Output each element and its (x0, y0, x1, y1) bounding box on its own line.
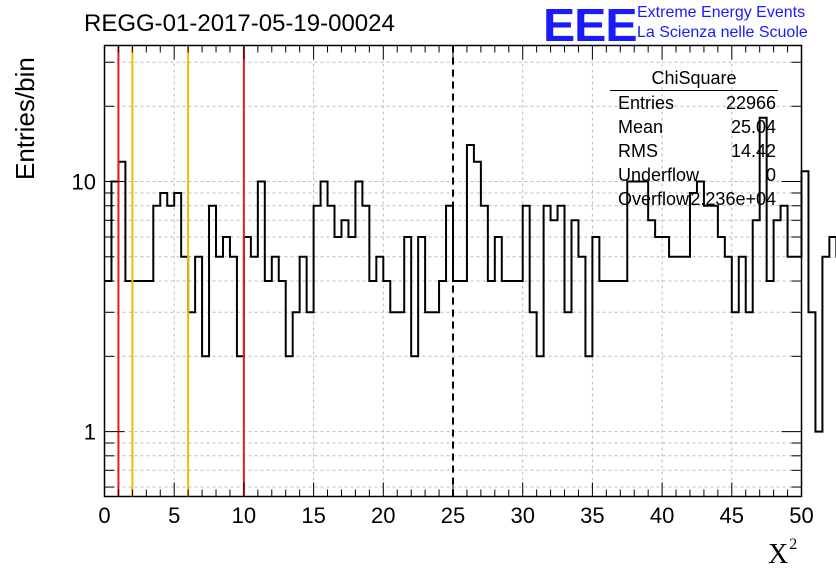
x-axis-label-superscript: 2 (789, 536, 798, 553)
stats-key: Underflow (618, 165, 700, 185)
stats-key: RMS (618, 141, 658, 161)
x-tick-label: 20 (371, 503, 395, 528)
y-tick-label: 1 (84, 420, 96, 445)
axis-ticks: 0 5 10 15 20 25 30 35 40 45 50 1 10 (72, 45, 814, 528)
stats-value: 0 (765, 165, 776, 185)
stats-key: Overflow (618, 189, 690, 209)
logo-mark: EEE (543, 0, 638, 51)
x-tick-label: 0 (98, 503, 110, 528)
x-tick-label: 50 (789, 503, 813, 528)
x-tick-label: 45 (720, 503, 744, 528)
x-tick-label: 40 (650, 503, 674, 528)
stats-value: 14.42 (730, 141, 776, 161)
x-tick-label: 5 (168, 503, 180, 528)
histogram-line (104, 116, 836, 433)
x-axis-label: X2 (768, 536, 797, 571)
logo-line-1: Extreme Energy Events (637, 4, 806, 21)
stats-value: 22966 (725, 93, 776, 113)
logo-line-2: La Scienza nelle Scuole (637, 24, 808, 41)
stats-title: ChiSquare (651, 68, 737, 88)
x-tick-label: 30 (510, 503, 534, 528)
x-tick-label: 35 (580, 503, 604, 528)
histogram-series (104, 116, 836, 433)
y-tick-label: 10 (72, 170, 96, 195)
stats-key: Entries (618, 93, 675, 113)
x-tick-label: 10 (232, 503, 256, 528)
stats-value: 25.04 (730, 117, 776, 137)
stats-divider (610, 90, 778, 91)
x-tick-label: 15 (301, 503, 325, 528)
stats-value: 2.236e+04 (690, 189, 776, 209)
stats-box: ChiSquare Entries 22966 Mean 25.04 RMS 14.4… (610, 68, 778, 209)
x-axis-label-text: X (768, 539, 789, 570)
x-tick-label: 25 (441, 503, 465, 528)
y-axis-label-text: Entries/bin (10, 57, 40, 180)
chart-title: REGG-01-2017-05-19-00024 (84, 10, 395, 37)
reference-lines (117, 45, 454, 497)
stats-key: Mean (618, 117, 664, 137)
